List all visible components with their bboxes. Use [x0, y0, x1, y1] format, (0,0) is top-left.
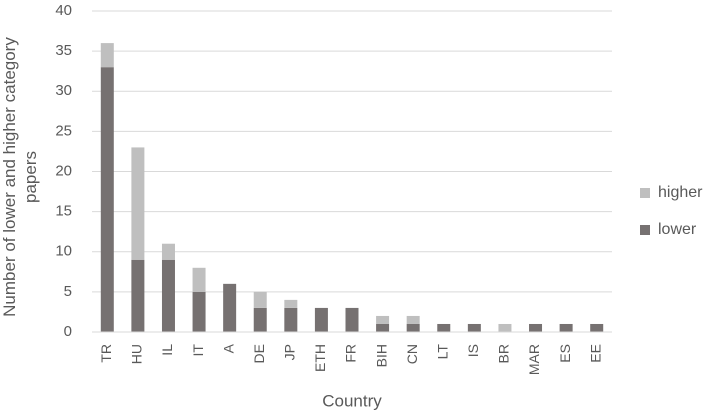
bar-segment	[192, 291, 206, 332]
bar-segment	[284, 299, 298, 308]
legend-label: higher	[658, 184, 703, 201]
bar-segment	[223, 283, 237, 332]
bar-segment	[131, 259, 145, 332]
y-tick-label: 40	[55, 2, 72, 19]
legend-swatch	[640, 225, 650, 235]
bar-segment	[590, 323, 604, 332]
bar-segment	[376, 315, 390, 324]
bar-segment	[345, 307, 359, 332]
bar-segment	[161, 243, 175, 260]
x-tick-label: BR	[496, 344, 512, 363]
legend-swatch	[640, 188, 650, 198]
y-tick-label: 20	[55, 162, 72, 179]
bar-segment	[100, 67, 114, 333]
x-tick-label: DE	[251, 344, 267, 363]
x-tick-label: IT	[190, 344, 206, 357]
bar-segment	[284, 307, 298, 332]
x-tick-label: EE	[587, 344, 603, 363]
bar-segment	[406, 323, 420, 332]
y-tick-label: 0	[64, 323, 72, 340]
y-tick-label: 30	[55, 82, 72, 99]
x-tick-label: IS	[465, 344, 481, 357]
bar-segment	[253, 307, 267, 332]
y-axis-title: Number of lower and higher category pape…	[0, 37, 40, 317]
x-tick-label: CN	[404, 344, 420, 364]
bar-segment	[437, 323, 451, 332]
x-tick-label: BIH	[373, 344, 389, 367]
y-tick-label: 10	[55, 243, 72, 260]
bar-segment	[467, 323, 481, 332]
x-tick-label: ETH	[312, 344, 328, 372]
x-tick-label: FR	[343, 344, 359, 363]
bar-segment	[498, 323, 512, 332]
y-tick-label: 15	[55, 203, 72, 220]
bar-segment	[314, 307, 328, 332]
x-tick-label: A	[220, 343, 236, 353]
x-tick-label: MAR	[526, 344, 542, 375]
x-tick-label: LT	[434, 344, 450, 360]
bar-segment	[192, 267, 206, 292]
x-axis-title: Country	[322, 391, 382, 410]
bar-segment	[406, 315, 420, 324]
bar-segment	[376, 323, 390, 332]
x-tick-label: TR	[98, 344, 114, 363]
x-tick-label: JP	[282, 344, 298, 360]
y-tick-label: 5	[64, 283, 72, 300]
y-tick-label: 25	[55, 122, 72, 139]
bar-segment	[529, 323, 543, 332]
x-tick-label: IL	[159, 344, 175, 356]
bar-segment	[253, 291, 267, 308]
legend-label: lower	[658, 221, 697, 238]
bar-segment	[100, 43, 114, 68]
bar-segment	[161, 259, 175, 332]
bar-segment	[131, 147, 145, 260]
y-tick-label: 35	[55, 42, 72, 59]
bar-segment	[559, 323, 573, 332]
x-tick-label: HU	[129, 344, 145, 364]
x-tick-label: ES	[557, 344, 573, 363]
